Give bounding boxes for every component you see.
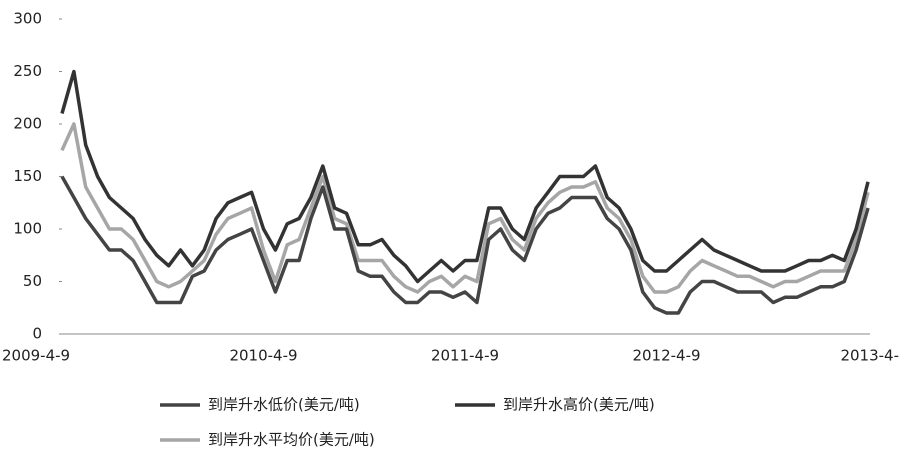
- x-tick-label: 2011-4-9: [431, 347, 499, 365]
- series-line: [60, 175, 870, 315]
- y-tick-label: 150: [13, 167, 42, 185]
- y-tick-label: 250: [13, 62, 42, 80]
- y-tick-label: 100: [13, 220, 42, 238]
- x-tick-label: 2012-4-9: [632, 347, 700, 365]
- x-tick-label: 2009-4-9: [2, 347, 70, 365]
- y-tick-label: 300: [13, 10, 42, 28]
- series-line: [60, 69, 870, 284]
- x-tick-label: 2013-4-: [840, 347, 899, 365]
- y-tick-label: 50: [23, 272, 42, 290]
- y-tick-label: 0: [32, 325, 42, 343]
- series-line: [60, 122, 870, 294]
- legend-label: 到岸升水高价(美元/吨): [503, 396, 655, 414]
- legend-label: 到岸升水低价(美元/吨): [208, 396, 360, 414]
- x-tick-label: 2010-4-9: [229, 347, 297, 365]
- y-tick-label: 200: [13, 115, 42, 133]
- legend-label: 到岸升水平均价(美元/吨): [208, 431, 375, 449]
